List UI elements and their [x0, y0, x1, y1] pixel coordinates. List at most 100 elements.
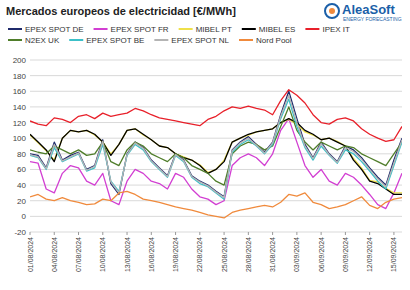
- logo-text: AleaSoft: [342, 2, 395, 17]
- x-tick-label: 22/08/2024: [196, 237, 203, 272]
- tick-mark: [30, 232, 31, 235]
- tick-mark: [224, 232, 225, 235]
- grid-line: [30, 75, 402, 76]
- legend-item: MIBEL PT: [179, 25, 232, 34]
- x-tick-label: 03/09/2024: [293, 237, 300, 272]
- tick-mark: [127, 232, 128, 235]
- legend-swatch: [179, 28, 193, 30]
- y-axis: -20 0 20 40 60 80 100 120 140 160 180 200: [13, 56, 402, 237]
- grid-line: [30, 122, 402, 123]
- legend-label: Nord Pool: [256, 36, 292, 45]
- legend-label: MIBEL PT: [196, 25, 232, 34]
- legend-swatch: [305, 28, 319, 30]
- legend-swatch: [8, 28, 22, 30]
- legend-item: Nord Pool: [239, 36, 292, 45]
- tick-mark: [393, 232, 394, 235]
- legend-label: MIBEL ES: [259, 25, 296, 34]
- y-tick-label: 80: [17, 150, 26, 159]
- legend-label: EPEX SPOT FR: [111, 25, 169, 34]
- legend-swatch: [94, 28, 108, 30]
- tick-mark: [151, 232, 152, 235]
- legend-label: IPEX IT: [322, 25, 350, 34]
- legend-item: N2EX UK: [8, 36, 60, 45]
- series-line: [30, 95, 402, 197]
- tick-mark: [102, 232, 103, 235]
- legend-item: EPEX SPOT FR: [94, 25, 169, 34]
- series-line: [30, 90, 402, 142]
- legend-swatch: [239, 39, 253, 41]
- logo-icon: [325, 4, 339, 18]
- tick-mark: [54, 232, 55, 235]
- logo-icon: [329, 8, 335, 14]
- grid-line: [30, 91, 402, 92]
- x-tick-label: 12/09/2024: [366, 237, 373, 272]
- x-tick-label: 06/09/2024: [318, 237, 325, 272]
- y-tick-label: 160: [13, 87, 27, 96]
- grid-line: [30, 200, 402, 201]
- tick-mark: [369, 232, 370, 235]
- legend: EPEX SPOT DE EPEX SPOT FR MIBEL PT MIBEL ES…: [8, 25, 350, 45]
- legend-label: N2EX UK: [25, 36, 60, 45]
- x-tick-label: 07/08/2024: [75, 237, 82, 272]
- tick-mark: [78, 232, 79, 235]
- legend-item: EPEX SPOT DE: [8, 25, 84, 34]
- legend-label: EPEX SPOT DE: [25, 25, 84, 34]
- logo-subtext: ENERGY FORECASTING: [343, 16, 402, 22]
- legend-item: MIBEL ES: [242, 25, 296, 34]
- grid-line: [30, 232, 402, 233]
- tick-mark: [296, 232, 297, 235]
- y-tick-label: 40: [17, 181, 26, 190]
- legend-swatch: [242, 28, 256, 30]
- legend-item: IPEX IT: [305, 25, 350, 34]
- series-line: [30, 119, 402, 209]
- y-tick-label: 180: [13, 72, 27, 81]
- legend-swatch: [8, 39, 22, 41]
- grid-line: [30, 185, 402, 186]
- y-tick-label: 0: [22, 212, 27, 221]
- chart-svg: Mercados europeos de electricidad [€/MWh…: [0, 0, 410, 290]
- x-tick-label: 25/08/2024: [221, 237, 228, 272]
- title: Mercados europeos de electricidad [€/MWh…: [6, 5, 236, 17]
- y-tick-label: -20: [14, 228, 26, 237]
- tick-mark: [321, 232, 322, 235]
- x-tick-label: 16/08/2024: [148, 237, 155, 272]
- x-tick-label: 15/09/2024: [390, 237, 397, 272]
- series-line: [30, 99, 402, 199]
- legend-swatch: [69, 39, 83, 41]
- tick-mark: [199, 232, 200, 235]
- background: [0, 0, 410, 290]
- x-tick-label: 19/08/2024: [172, 237, 179, 272]
- logo: AleaSoftENERGY FORECASTING: [325, 2, 402, 22]
- chart-root: Mercados europeos de electricidad [€/MWh…: [0, 0, 410, 290]
- legend-label: EPEX SPOT NL: [171, 36, 229, 45]
- x-axis: 01/08/2024 04/08/2024 07/08/2024 10/08/2024…: [27, 232, 398, 272]
- tick-mark: [175, 232, 176, 235]
- series-line: [30, 119, 402, 195]
- y-tick-label: 200: [13, 56, 27, 65]
- grid-line: [30, 106, 402, 107]
- x-tick-label: 28/08/2024: [245, 237, 252, 272]
- x-tick-label: 09/09/2024: [342, 237, 349, 272]
- tick-mark: [248, 232, 249, 235]
- legend-swatch: [154, 39, 168, 41]
- tick-mark: [272, 232, 273, 235]
- x-tick-label: 13/08/2024: [124, 237, 131, 272]
- grid-line: [30, 60, 402, 61]
- grid-line: [30, 138, 402, 139]
- y-tick-label: 60: [17, 165, 26, 174]
- x-tick-label: 01/08/2024: [27, 237, 34, 272]
- series-line: [30, 107, 402, 185]
- tick-mark: [345, 232, 346, 235]
- legend-label: EPEX SPOT BE: [86, 36, 144, 45]
- series-line: [30, 191, 402, 218]
- x-tick-label: 10/08/2024: [99, 237, 106, 272]
- legend-item: EPEX SPOT BE: [69, 36, 144, 45]
- legend-item: EPEX SPOT NL: [154, 36, 229, 45]
- y-tick-label: 140: [13, 103, 27, 112]
- x-tick-label: 04/08/2024: [51, 237, 58, 272]
- y-tick-label: 100: [13, 134, 27, 143]
- y-tick-label: 120: [13, 119, 27, 128]
- x-tick-label: 31/08/2024: [269, 237, 276, 272]
- series-lines: [30, 90, 402, 218]
- y-tick-label: 20: [17, 197, 26, 206]
